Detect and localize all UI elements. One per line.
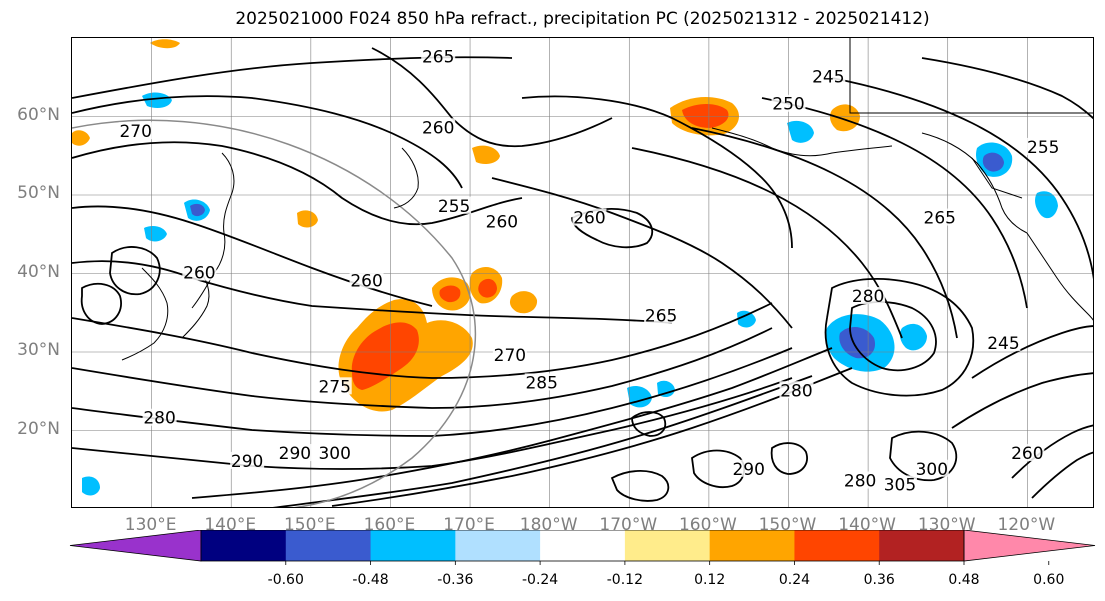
contour-label: 280 xyxy=(780,381,812,401)
latitude-label: 30°N xyxy=(17,340,60,360)
contour-label: 275 xyxy=(318,377,350,397)
colorbar-segment xyxy=(370,530,456,561)
contour-label-bg xyxy=(843,471,878,489)
contour-label-bg xyxy=(492,345,527,363)
contour-label: 265 xyxy=(924,209,956,229)
longitude-label: 130°E xyxy=(124,515,177,535)
map-title: 2025021000 F024 850 hPa refract., precip… xyxy=(235,9,930,29)
contour-label: 270 xyxy=(494,346,526,366)
contour-label: 300 xyxy=(916,460,948,480)
colorbar-frame xyxy=(200,530,965,562)
great-circle-arc xyxy=(72,119,477,507)
colorbar xyxy=(69,530,1096,565)
contour-label-bg xyxy=(421,118,456,136)
colorbar-tick-label: -0.36 xyxy=(437,572,474,588)
colorbar-extend-min xyxy=(69,530,202,562)
contour-label-bg xyxy=(731,459,766,477)
colorbar-tick-label: 0.12 xyxy=(694,572,726,588)
colorbar-segment xyxy=(624,530,711,561)
colorbar-tick-label: -0.48 xyxy=(352,572,389,588)
latitude-label: 50°N xyxy=(17,183,60,203)
contour-label: 250 xyxy=(772,95,804,115)
colorbar-segment xyxy=(879,530,965,561)
graticule xyxy=(72,38,1093,507)
colorbar-tick-label: -0.12 xyxy=(606,572,643,588)
contour-label-bg xyxy=(118,122,153,140)
contour-label-bg xyxy=(277,444,312,462)
colorbar-extend-max xyxy=(963,530,1096,562)
contour-label: 260 xyxy=(422,118,454,138)
contour-label-bg xyxy=(317,444,352,462)
contour-label: 280 xyxy=(852,287,884,307)
contour-label: 260 xyxy=(1011,444,1043,464)
contour-label-bg xyxy=(142,408,177,426)
contour-label-bg xyxy=(851,287,886,305)
coastlines xyxy=(121,38,1093,361)
contour-label: 260 xyxy=(486,212,518,232)
contour-label-bg xyxy=(317,377,352,395)
contour-label: 280 xyxy=(844,472,876,492)
contour-label: 260 xyxy=(350,271,382,291)
colorbar-tick-label: -0.60 xyxy=(267,572,304,588)
contour-label: 305 xyxy=(884,475,916,495)
contour-label: 245 xyxy=(987,334,1019,354)
contour-label-bg xyxy=(779,381,814,399)
contour-label-bg xyxy=(644,306,679,324)
contour-label: 280 xyxy=(143,409,175,429)
colorbar-segment xyxy=(540,530,626,561)
contour-label-bg xyxy=(524,373,559,391)
contour-label-bg xyxy=(922,208,957,226)
latitude-label: 40°N xyxy=(17,261,60,282)
contour-label: 265 xyxy=(645,307,677,327)
colorbar-tick-label: -0.24 xyxy=(521,572,559,588)
contour-label: 245 xyxy=(812,67,844,87)
longitude-label: 120°W xyxy=(997,515,1056,535)
contour-label-bg xyxy=(437,196,472,214)
colorbar-tick-label: 0.36 xyxy=(863,572,895,588)
contour-label-bg xyxy=(771,94,806,112)
refractivity-contours xyxy=(72,47,1093,507)
map-panel: 265 270 260 250 245 255 260 260 260 260 265 270 275 2… xyxy=(71,37,1094,508)
contour-label: 290 xyxy=(732,460,764,480)
contour-label: 285 xyxy=(525,373,557,393)
contour-labels: 265 270 260 250 245 255 260 260 260 260 265 270 275 2… xyxy=(118,47,1061,495)
colorbar-segment xyxy=(794,530,880,561)
contour-label-bg xyxy=(811,67,846,85)
precipitation-shading xyxy=(72,39,1058,496)
colorbar-segment xyxy=(709,530,795,561)
contour-label: 255 xyxy=(1027,138,1059,158)
contour-label: 260 xyxy=(183,264,215,284)
contour-label-bg xyxy=(914,459,949,477)
colorbar-tick-label: 0.48 xyxy=(948,572,980,588)
contour-label: 255 xyxy=(438,197,470,217)
contour-label-bg xyxy=(421,47,456,65)
colorbar-segment xyxy=(201,530,287,561)
contour-label-bg xyxy=(230,451,265,469)
latitude-label: 20°N xyxy=(17,418,60,439)
latitude-label: 60°N xyxy=(17,104,60,125)
colorbar-tick-label: 0.24 xyxy=(778,572,811,588)
contour-label-bg xyxy=(484,212,519,230)
contour-label-bg xyxy=(349,271,384,289)
contour-label: 290 xyxy=(231,452,263,472)
contour-label: 270 xyxy=(119,122,151,142)
contour-label: 260 xyxy=(573,209,605,229)
contour-label-bg xyxy=(882,475,917,493)
colorbar-segment xyxy=(285,530,372,561)
contour-label-bg xyxy=(986,334,1021,352)
colorbar-segment xyxy=(455,530,541,561)
contour-label-bg xyxy=(1010,444,1045,462)
contour-label: 265 xyxy=(422,48,454,68)
colorbar-tick-label: 0.60 xyxy=(1033,572,1065,588)
map-canvas: 265 270 260 250 245 255 260 260 260 260 265 270 275 2… xyxy=(72,38,1093,507)
contour-label-bg xyxy=(1026,137,1061,155)
contour-label: 300 xyxy=(318,444,350,464)
contour-label-bg xyxy=(572,208,607,226)
contour-label-bg xyxy=(182,263,217,281)
contour-label: 290 xyxy=(279,444,311,464)
